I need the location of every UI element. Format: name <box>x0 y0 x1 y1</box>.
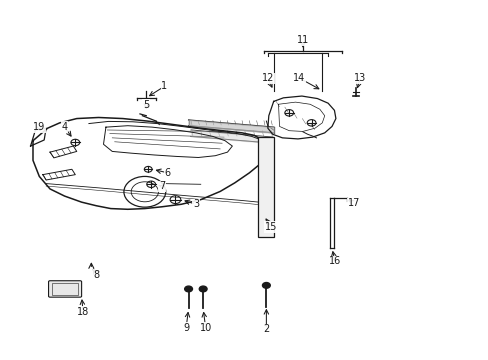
Text: 10: 10 <box>199 323 211 333</box>
Circle shape <box>262 283 270 288</box>
Text: 15: 15 <box>264 222 277 232</box>
Text: 4: 4 <box>61 122 67 132</box>
Text: 11: 11 <box>296 35 308 45</box>
Text: 5: 5 <box>143 100 149 110</box>
FancyBboxPatch shape <box>48 281 81 297</box>
Text: 19: 19 <box>33 122 45 132</box>
Text: 1: 1 <box>161 81 167 91</box>
Text: 13: 13 <box>353 73 366 83</box>
Text: 7: 7 <box>159 181 164 192</box>
Text: 14: 14 <box>293 73 305 83</box>
Text: 9: 9 <box>183 323 189 333</box>
Text: 6: 6 <box>164 168 170 178</box>
Text: 3: 3 <box>192 199 199 209</box>
Text: 2: 2 <box>263 324 269 334</box>
Text: 8: 8 <box>93 270 100 280</box>
Bar <box>52 283 78 295</box>
Bar <box>258 137 273 237</box>
Text: 18: 18 <box>77 307 89 317</box>
Text: 12: 12 <box>261 73 273 83</box>
Text: 17: 17 <box>347 198 359 208</box>
Circle shape <box>184 286 192 292</box>
Circle shape <box>199 286 206 292</box>
Text: 16: 16 <box>328 256 340 266</box>
